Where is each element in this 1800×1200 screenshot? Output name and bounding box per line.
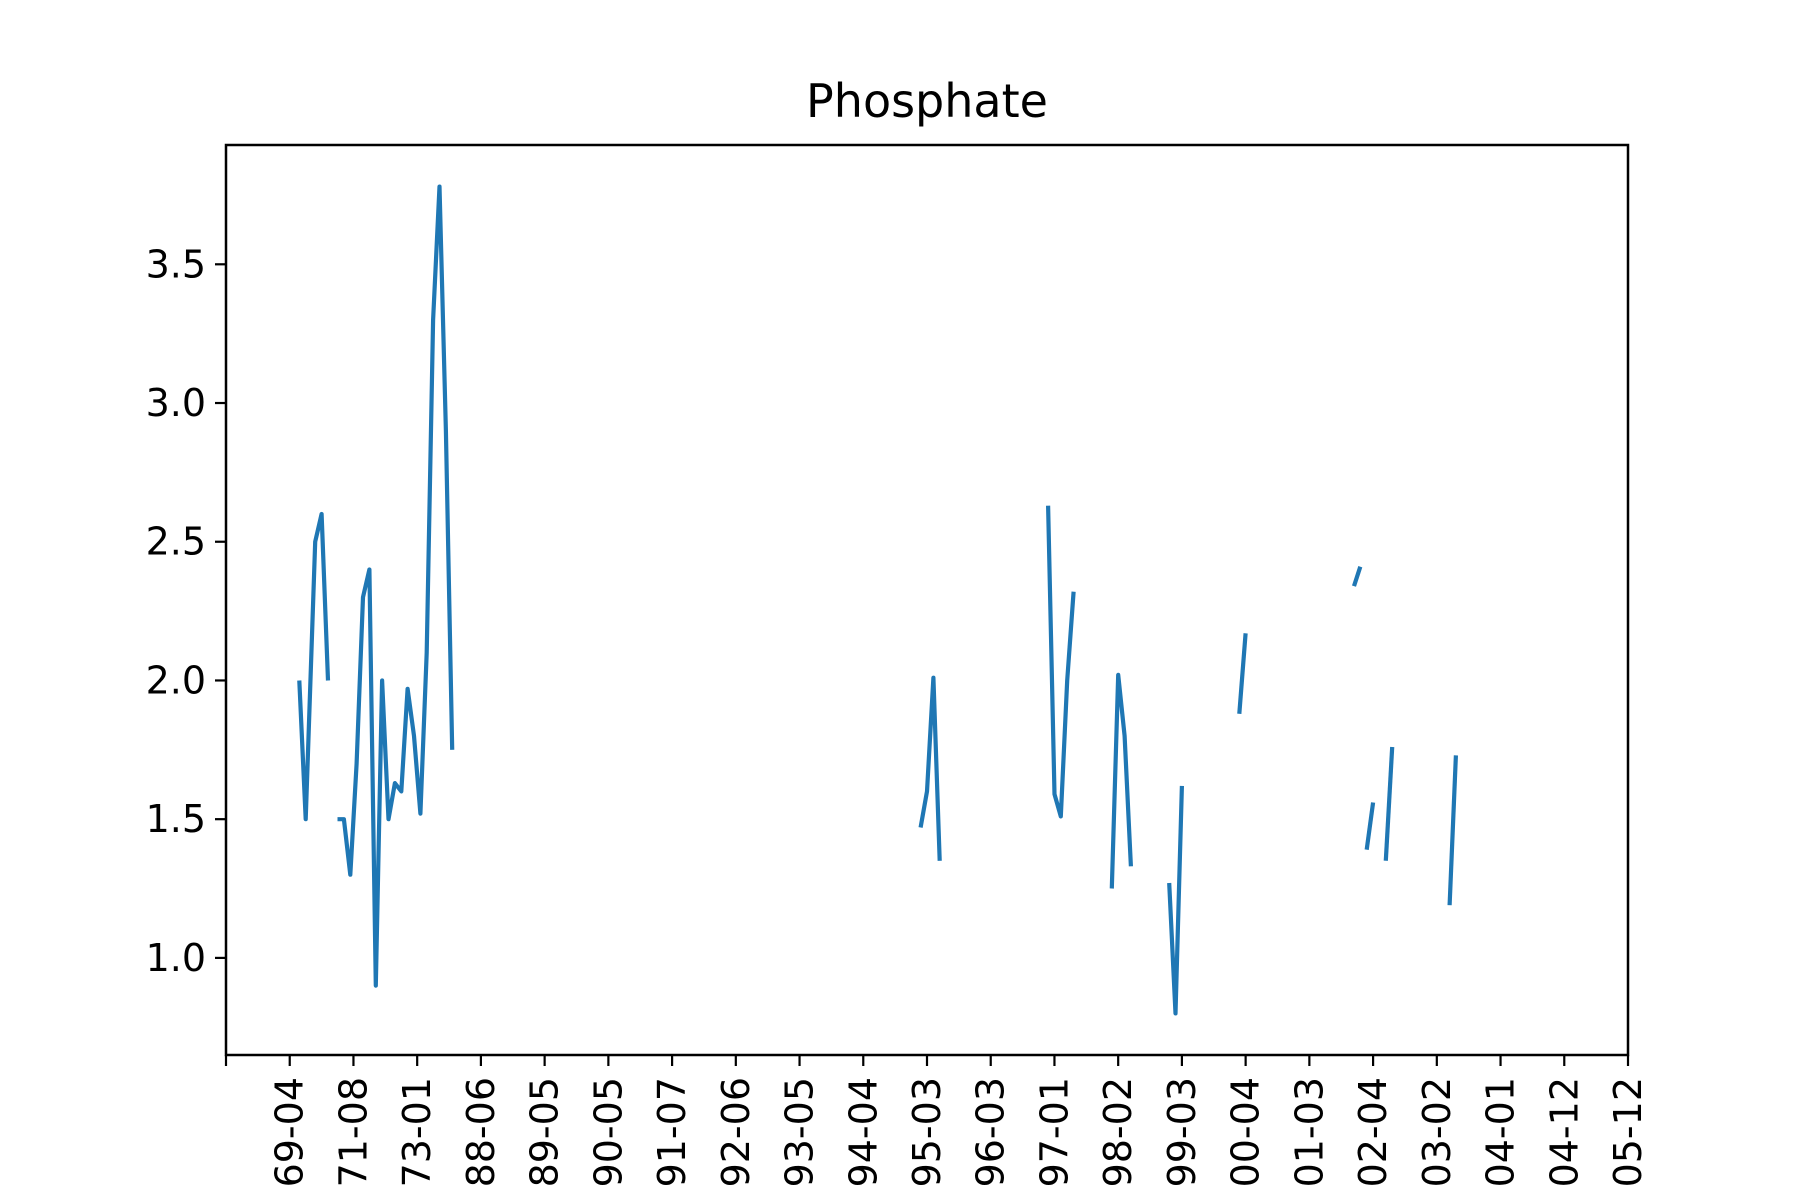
x-tick-label: 01-03 (1287, 1077, 1331, 1187)
x-tick-label: 04-01 (1479, 1077, 1523, 1187)
x-tick-label: 00-04 (1224, 1077, 1268, 1187)
series-line-segment (1046, 505, 1076, 819)
y-axis: 1.0 1.5 2.0 2.5 3.0 3.5 (146, 242, 226, 980)
x-tick-label: 96-03 (969, 1077, 1013, 1187)
x-axis: 69-04 71-08 73-01 88-06 89-05 90-05 91-07 92-06… (224, 1055, 1650, 1187)
x-tick-label: 02-04 (1351, 1077, 1395, 1187)
series-line-segment (1364, 802, 1376, 850)
series-line-segment (1237, 633, 1248, 714)
series-line-segment (918, 675, 942, 861)
x-tick-label: 71-08 (331, 1077, 375, 1187)
y-tick-label: 1.5 (146, 797, 206, 841)
x-tick-label: 98-02 (1096, 1077, 1140, 1187)
series-line-segment (337, 184, 455, 988)
y-tick-label: 3.5 (146, 242, 206, 286)
x-tick-label: 88-06 (459, 1077, 503, 1187)
series-line-segment (1167, 785, 1184, 1016)
chart-title: Phosphate (806, 74, 1048, 128)
x-tick-label: 05-12 (1606, 1077, 1650, 1187)
x-tick-label: 91-07 (650, 1077, 694, 1187)
plot-frame (224, 143, 1630, 1057)
x-tick-label: 90-05 (586, 1077, 630, 1187)
x-tick-label: 95-03 (905, 1077, 949, 1187)
series-line-segment (1383, 746, 1395, 861)
x-tick-label: 97-01 (1032, 1077, 1076, 1187)
x-tick-label: 73-01 (395, 1077, 439, 1187)
series-line-segment (1109, 672, 1133, 889)
y-tick-label: 1.0 (146, 936, 206, 980)
x-tick-label: 92-06 (714, 1077, 758, 1187)
series-line-segment (297, 511, 331, 822)
x-tick-label: 89-05 (523, 1077, 567, 1187)
series-line-segment (1447, 755, 1458, 906)
x-tick-label: 03-02 (1415, 1077, 1459, 1187)
y-tick-label: 2.0 (146, 658, 206, 702)
y-tick-label: 2.5 (146, 520, 206, 564)
series-layer (297, 184, 1458, 1016)
y-tick-label: 3.0 (146, 381, 206, 425)
x-tick-label: 93-05 (778, 1077, 822, 1187)
x-tick-label: 69-04 (268, 1077, 312, 1187)
x-tick-label: 04-12 (1542, 1077, 1586, 1187)
series-line-segment (1352, 566, 1363, 587)
x-tick-label: 99-03 (1160, 1077, 1204, 1187)
x-tick-label: 94-04 (841, 1077, 885, 1187)
